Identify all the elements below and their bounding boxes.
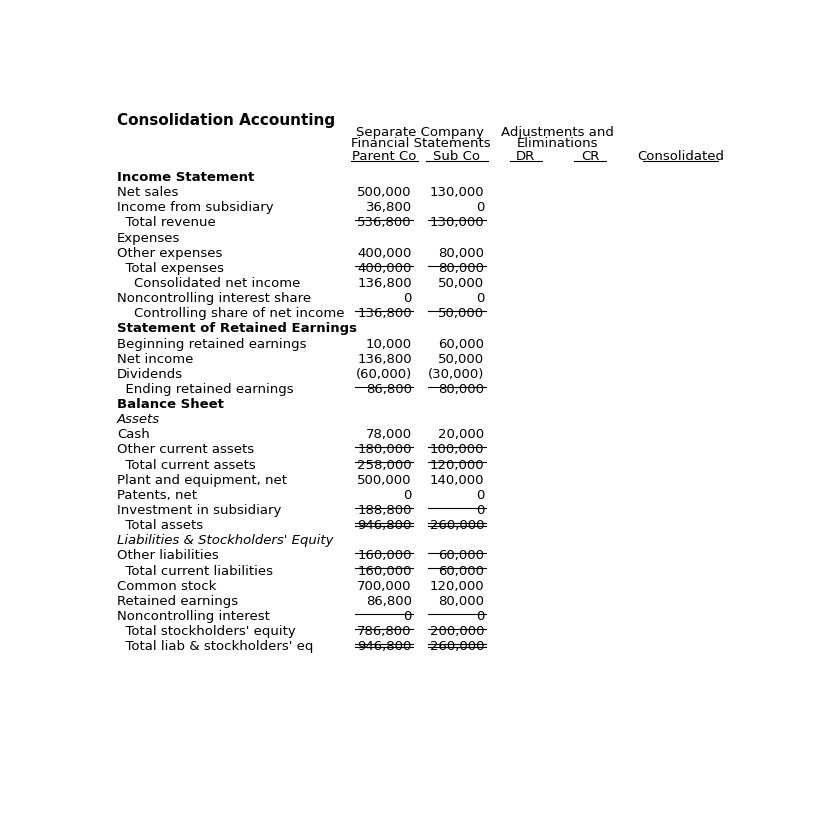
Text: 0: 0 bbox=[476, 292, 484, 305]
Text: Income from subsidiary: Income from subsidiary bbox=[116, 202, 273, 214]
Text: Other expenses: Other expenses bbox=[116, 247, 222, 259]
Text: 50,000: 50,000 bbox=[439, 353, 484, 366]
Text: Liabilities & Stockholders' Equity: Liabilities & Stockholders' Equity bbox=[116, 534, 333, 548]
Text: Income Statement: Income Statement bbox=[116, 171, 254, 184]
Text: Beginning retained earnings: Beginning retained earnings bbox=[116, 338, 307, 350]
Text: 136,800: 136,800 bbox=[357, 307, 411, 320]
Text: Consolidated: Consolidated bbox=[637, 150, 724, 163]
Text: Other liabilities: Other liabilities bbox=[116, 549, 219, 563]
Text: 946,800: 946,800 bbox=[357, 520, 411, 532]
Text: 500,000: 500,000 bbox=[357, 474, 411, 487]
Text: Consolidation Accounting: Consolidation Accounting bbox=[116, 113, 335, 128]
Text: 0: 0 bbox=[403, 489, 411, 502]
Text: Cash: Cash bbox=[116, 429, 150, 441]
Text: Parent Co: Parent Co bbox=[352, 150, 416, 163]
Text: 80,000: 80,000 bbox=[439, 595, 484, 608]
Text: 400,000: 400,000 bbox=[357, 262, 411, 275]
Text: 60,000: 60,000 bbox=[439, 549, 484, 563]
Text: Net sales: Net sales bbox=[116, 186, 178, 199]
Text: Eliminations: Eliminations bbox=[517, 137, 598, 150]
Text: 180,000: 180,000 bbox=[357, 444, 411, 457]
Text: 0: 0 bbox=[476, 489, 484, 502]
Text: 260,000: 260,000 bbox=[430, 640, 484, 653]
Text: 78,000: 78,000 bbox=[366, 429, 411, 441]
Text: 130,000: 130,000 bbox=[430, 186, 484, 199]
Text: Total current assets: Total current assets bbox=[116, 458, 255, 472]
Text: 130,000: 130,000 bbox=[430, 216, 484, 230]
Text: Plant and equipment, net: Plant and equipment, net bbox=[116, 474, 287, 487]
Text: Financial Statements: Financial Statements bbox=[351, 137, 490, 150]
Text: 36,800: 36,800 bbox=[366, 202, 411, 214]
Text: Net income: Net income bbox=[116, 353, 193, 366]
Text: Patents, net: Patents, net bbox=[116, 489, 197, 502]
Text: Balance Sheet: Balance Sheet bbox=[116, 398, 224, 411]
Text: Noncontrolling interest: Noncontrolling interest bbox=[116, 610, 269, 623]
Text: Retained earnings: Retained earnings bbox=[116, 595, 238, 608]
Text: 120,000: 120,000 bbox=[430, 580, 484, 593]
Text: CR: CR bbox=[581, 150, 599, 163]
Text: DR: DR bbox=[516, 150, 535, 163]
Text: 10,000: 10,000 bbox=[366, 338, 411, 350]
Text: (30,000): (30,000) bbox=[428, 368, 484, 381]
Text: Controlling share of net income: Controlling share of net income bbox=[116, 307, 344, 320]
Text: 160,000: 160,000 bbox=[357, 549, 411, 563]
Text: 160,000: 160,000 bbox=[357, 564, 411, 577]
Text: 0: 0 bbox=[476, 610, 484, 623]
Text: 188,800: 188,800 bbox=[357, 504, 411, 517]
Text: Separate Company: Separate Company bbox=[356, 126, 484, 140]
Text: Assets: Assets bbox=[116, 413, 160, 426]
Text: Expenses: Expenses bbox=[116, 231, 180, 244]
Text: Common stock: Common stock bbox=[116, 580, 216, 593]
Text: 100,000: 100,000 bbox=[430, 444, 484, 457]
Text: Sub Co: Sub Co bbox=[433, 150, 480, 163]
Text: 80,000: 80,000 bbox=[439, 383, 484, 396]
Text: Ending retained earnings: Ending retained earnings bbox=[116, 383, 293, 396]
Text: 50,000: 50,000 bbox=[439, 277, 484, 290]
Text: 86,800: 86,800 bbox=[366, 595, 411, 608]
Text: 258,000: 258,000 bbox=[357, 458, 411, 472]
Text: Total assets: Total assets bbox=[116, 520, 203, 532]
Text: 50,000: 50,000 bbox=[439, 307, 484, 320]
Text: Total expenses: Total expenses bbox=[116, 262, 224, 275]
Text: Statement of Retained Earnings: Statement of Retained Earnings bbox=[116, 322, 356, 335]
Text: 140,000: 140,000 bbox=[430, 474, 484, 487]
Text: 136,800: 136,800 bbox=[357, 353, 411, 366]
Text: 500,000: 500,000 bbox=[357, 186, 411, 199]
Text: 946,800: 946,800 bbox=[357, 640, 411, 653]
Text: 0: 0 bbox=[476, 504, 484, 517]
Text: 700,000: 700,000 bbox=[357, 580, 411, 593]
Text: Dividends: Dividends bbox=[116, 368, 183, 381]
Text: 136,800: 136,800 bbox=[357, 277, 411, 290]
Text: 0: 0 bbox=[403, 292, 411, 305]
Text: Consolidated net income: Consolidated net income bbox=[116, 277, 300, 290]
Text: 120,000: 120,000 bbox=[430, 458, 484, 472]
Text: 80,000: 80,000 bbox=[439, 262, 484, 275]
Text: Total stockholders' equity: Total stockholders' equity bbox=[116, 625, 296, 638]
Text: Noncontrolling interest share: Noncontrolling interest share bbox=[116, 292, 311, 305]
Text: 86,800: 86,800 bbox=[366, 383, 411, 396]
Text: Total liab & stockholders' eq: Total liab & stockholders' eq bbox=[116, 640, 313, 653]
Text: Total current liabilities: Total current liabilities bbox=[116, 564, 273, 577]
Text: Other current assets: Other current assets bbox=[116, 444, 254, 457]
Text: Adjustments and: Adjustments and bbox=[501, 126, 614, 140]
Text: Investment in subsidiary: Investment in subsidiary bbox=[116, 504, 281, 517]
Text: 536,800: 536,800 bbox=[357, 216, 411, 230]
Text: 60,000: 60,000 bbox=[439, 564, 484, 577]
Text: 20,000: 20,000 bbox=[439, 429, 484, 441]
Text: 200,000: 200,000 bbox=[430, 625, 484, 638]
Text: 60,000: 60,000 bbox=[439, 338, 484, 350]
Text: 260,000: 260,000 bbox=[430, 520, 484, 532]
Text: 0: 0 bbox=[476, 202, 484, 214]
Text: (60,000): (60,000) bbox=[356, 368, 411, 381]
Text: 80,000: 80,000 bbox=[439, 247, 484, 259]
Text: 400,000: 400,000 bbox=[357, 247, 411, 259]
Text: 786,800: 786,800 bbox=[357, 625, 411, 638]
Text: Total revenue: Total revenue bbox=[116, 216, 215, 230]
Text: 0: 0 bbox=[403, 610, 411, 623]
